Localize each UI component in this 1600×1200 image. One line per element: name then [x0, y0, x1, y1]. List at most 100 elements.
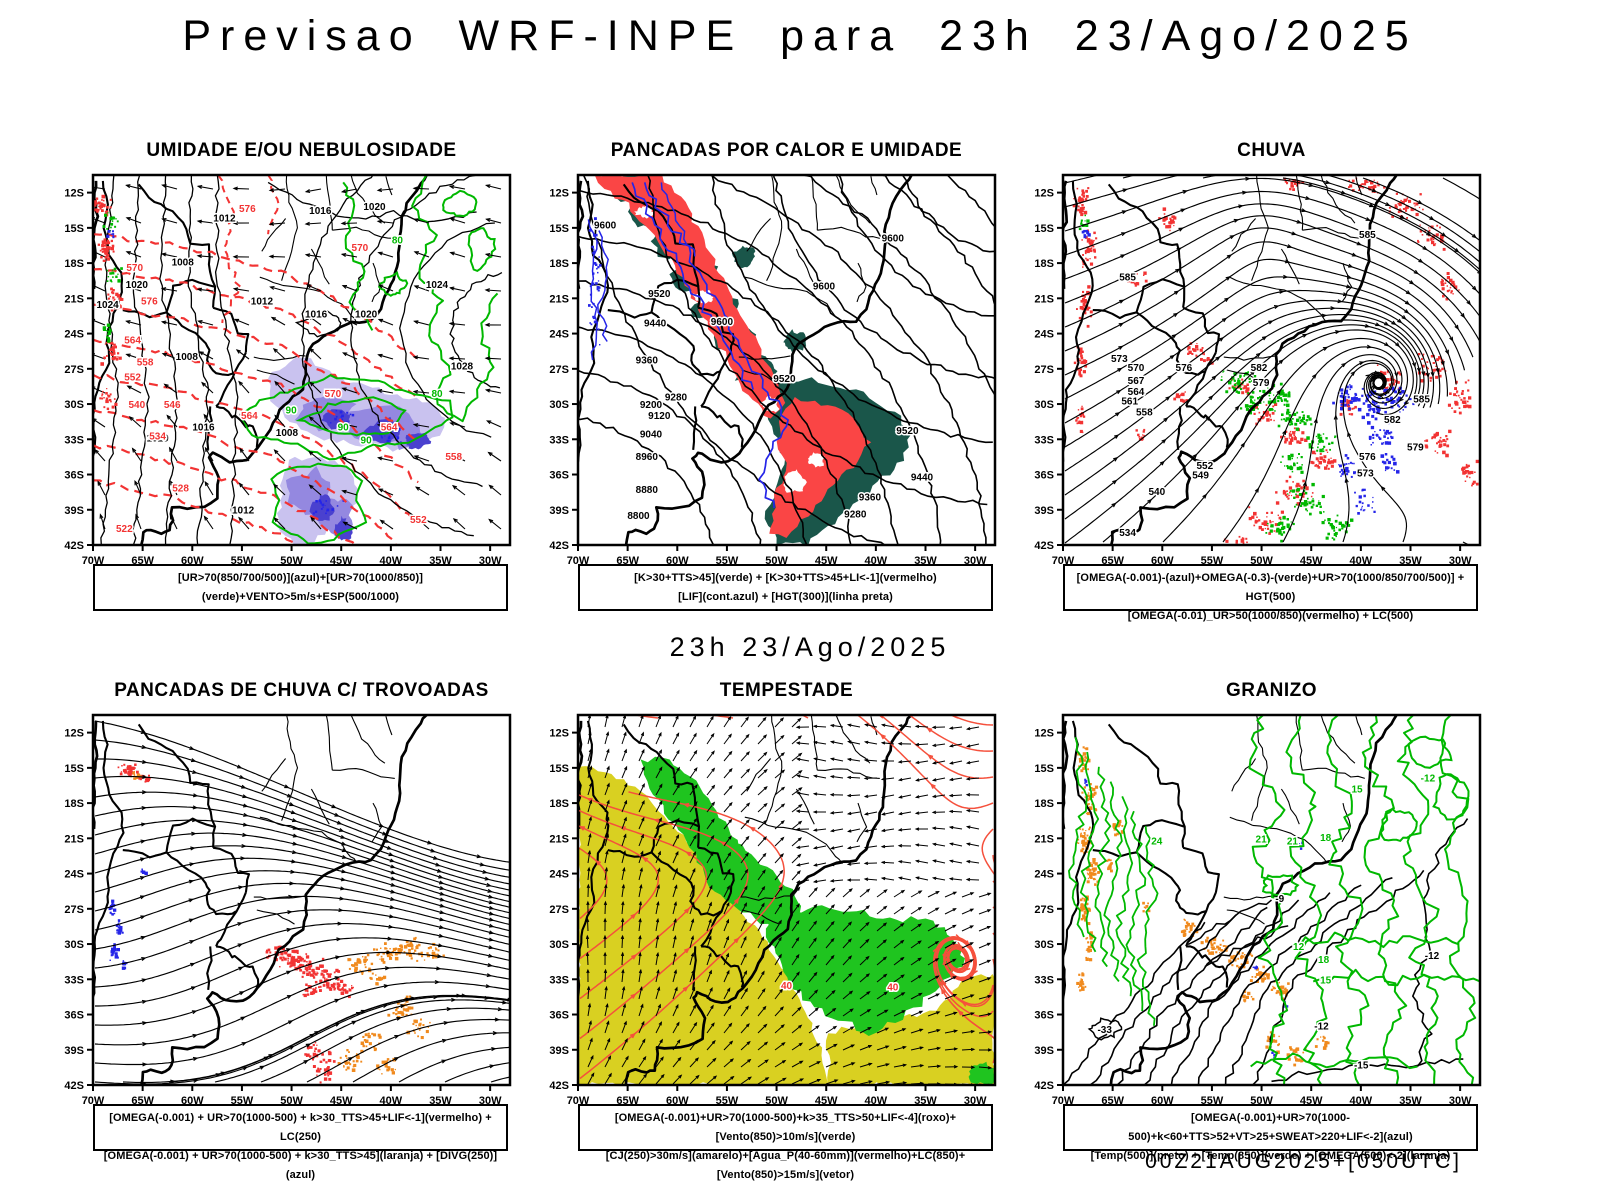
svg-text:30S: 30S [549, 939, 569, 951]
panel-pancadas-calor: PANCADAS POR CALOR E UMIDADE 9600 9520 944… [544, 140, 999, 652]
svg-text:12: 12 [1293, 942, 1305, 953]
svg-text:39S: 39S [1034, 1045, 1054, 1057]
svg-text:12S: 12S [1034, 188, 1054, 200]
svg-text:12S: 12S [64, 188, 84, 200]
svg-text:9440: 9440 [644, 319, 667, 330]
svg-text:12S: 12S [64, 728, 84, 740]
caption-line: [OMEGA(-0.001)+UR>70(1000-500)+k>35_TTS>… [614, 1112, 957, 1143]
svg-text:576: 576 [1359, 452, 1376, 463]
svg-text:90: 90 [286, 406, 298, 417]
svg-text:24S: 24S [549, 329, 569, 341]
svg-text:-12: -12 [1425, 951, 1440, 962]
svg-text:80: 80 [431, 389, 443, 400]
svg-text:1016: 1016 [309, 206, 332, 217]
map-content: -12 -12 -15 -33 -9 -12 21 24 18 15 18 15 12 21 [1063, 715, 1480, 1085]
svg-text:1008: 1008 [276, 428, 299, 439]
svg-text:-12: -12 [1314, 1022, 1329, 1033]
svg-text:582: 582 [1384, 415, 1401, 426]
svg-text:42S: 42S [1034, 540, 1054, 552]
svg-text:-12: -12 [1421, 774, 1436, 785]
svg-text:528: 528 [172, 483, 189, 494]
svg-text:579: 579 [1253, 378, 1270, 389]
svg-text:42S: 42S [1034, 1080, 1054, 1092]
svg-text:540: 540 [128, 400, 145, 411]
svg-text:33S: 33S [1034, 974, 1054, 986]
svg-text:1012: 1012 [213, 213, 236, 224]
svg-text:90: 90 [338, 422, 350, 433]
panel-title-pancadas-calor: PANCADAS POR CALOR E UMIDADE [610, 140, 963, 161]
panel-title-tempestade: TEMPESTADE [719, 680, 854, 701]
svg-text:18S: 18S [549, 798, 569, 810]
svg-text:9520: 9520 [648, 289, 671, 300]
svg-text:8800: 8800 [627, 511, 650, 522]
panel-granizo: GRANIZO -12 -12 -15 -33 -9 -12 21 24 18 15 18 15 12 2… [1029, 680, 1484, 1192]
svg-text:42S: 42S [549, 540, 569, 552]
svg-text:33S: 33S [549, 974, 569, 986]
svg-text:21S: 21S [549, 293, 569, 305]
svg-text:27S: 27S [64, 904, 84, 916]
svg-text:15S: 15S [549, 223, 569, 235]
svg-text:9600: 9600 [882, 234, 905, 245]
svg-text:570: 570 [126, 263, 143, 274]
svg-text:33S: 33S [64, 974, 84, 986]
svg-text:-15: -15 [1354, 1060, 1369, 1071]
svg-text:18S: 18S [1034, 258, 1054, 270]
svg-text:564: 564 [1128, 387, 1145, 398]
svg-text:39S: 39S [64, 1045, 84, 1057]
svg-text:534: 534 [149, 432, 166, 443]
svg-text:558: 558 [137, 358, 154, 369]
run-info: 00Z21AUG2025+[050UTC] [1145, 1150, 1462, 1173]
svg-text:33S: 33S [1034, 434, 1054, 446]
caption-pancadas-calor: [K>30+TTS>45](verde) + [K>30+TTS>45+LI<-… [578, 564, 993, 611]
svg-text:15S: 15S [64, 223, 84, 235]
caption-tempestade: [OMEGA(-0.001)+UR>70(1000-500)+k>35_TTS>… [578, 1104, 993, 1181]
panel-title-umidade: UMIDADE E/OU NEBULOSIDADE [146, 140, 457, 161]
svg-text:39S: 39S [549, 505, 569, 517]
caption-line: [UR>70(850/700/500)](azul)+[UR>70(1000/8… [178, 572, 423, 603]
svg-text:9600: 9600 [813, 282, 836, 293]
map-pancadas-calor: 9600952094409360928092009120904089608880… [549, 173, 997, 567]
svg-text:15S: 15S [1034, 223, 1054, 235]
svg-text:576: 576 [141, 297, 158, 308]
svg-text:15: 15 [1320, 975, 1332, 986]
panel-trovoadas: PANCADAS DE CHUVA C/ TROVOADAS 12S 15S 18S… [59, 680, 514, 1192]
svg-text:552: 552 [410, 515, 427, 526]
svg-text:18S: 18S [64, 798, 84, 810]
svg-text:582: 582 [1251, 363, 1268, 374]
svg-text:36S: 36S [1034, 470, 1054, 482]
svg-text:549: 549 [1192, 470, 1209, 481]
caption-umidade: [UR>70(850/700/500)](azul)+[UR>70(1000/8… [93, 564, 508, 611]
svg-text:1020: 1020 [146, 433, 169, 444]
svg-text:40: 40 [887, 983, 899, 994]
svg-text:80: 80 [392, 236, 404, 247]
svg-text:33S: 33S [549, 434, 569, 446]
svg-text:9600: 9600 [711, 317, 734, 328]
svg-text:18S: 18S [549, 258, 569, 270]
svg-text:552: 552 [1196, 461, 1213, 472]
svg-text:24: 24 [1151, 837, 1163, 848]
svg-text:21S: 21S [1034, 833, 1054, 845]
caption-line: [Temp(500)](preto) + [Temp(850)](verde) … [1090, 1150, 1451, 1162]
svg-text:9360: 9360 [859, 493, 882, 504]
map-granizo: -12 -12 -15 -33 -9 -12 21 24 18 15 18 15 12 21 12S 15S 1… [1034, 713, 1482, 1107]
map-content: 1012 1016 1020 1008 1020 1024 1024 1012 1016 1020… [93, 175, 510, 545]
svg-text:36S: 36S [549, 470, 569, 482]
svg-text:42S: 42S [549, 1080, 569, 1092]
svg-text:570: 570 [1128, 363, 1145, 374]
svg-text:15: 15 [1351, 785, 1363, 796]
caption-line: [OMEGA(-0.01)_UR>50(1000/850)(vermelho) … [1127, 610, 1414, 622]
caption-trovoadas: [OMEGA(-0.001) + UR>70(1000-500) + k>30_… [93, 1104, 508, 1181]
svg-text:558: 558 [445, 452, 462, 463]
svg-text:39S: 39S [64, 505, 84, 517]
svg-text:21S: 21S [64, 833, 84, 845]
svg-text:9440: 9440 [911, 472, 934, 483]
svg-text:9120: 9120 [648, 411, 671, 422]
svg-text:27S: 27S [549, 364, 569, 376]
svg-text:27S: 27S [64, 364, 84, 376]
svg-text:18: 18 [1320, 833, 1332, 844]
svg-text:24S: 24S [64, 869, 84, 881]
svg-text:21: 21 [1256, 835, 1268, 846]
svg-text:39S: 39S [1034, 505, 1054, 517]
